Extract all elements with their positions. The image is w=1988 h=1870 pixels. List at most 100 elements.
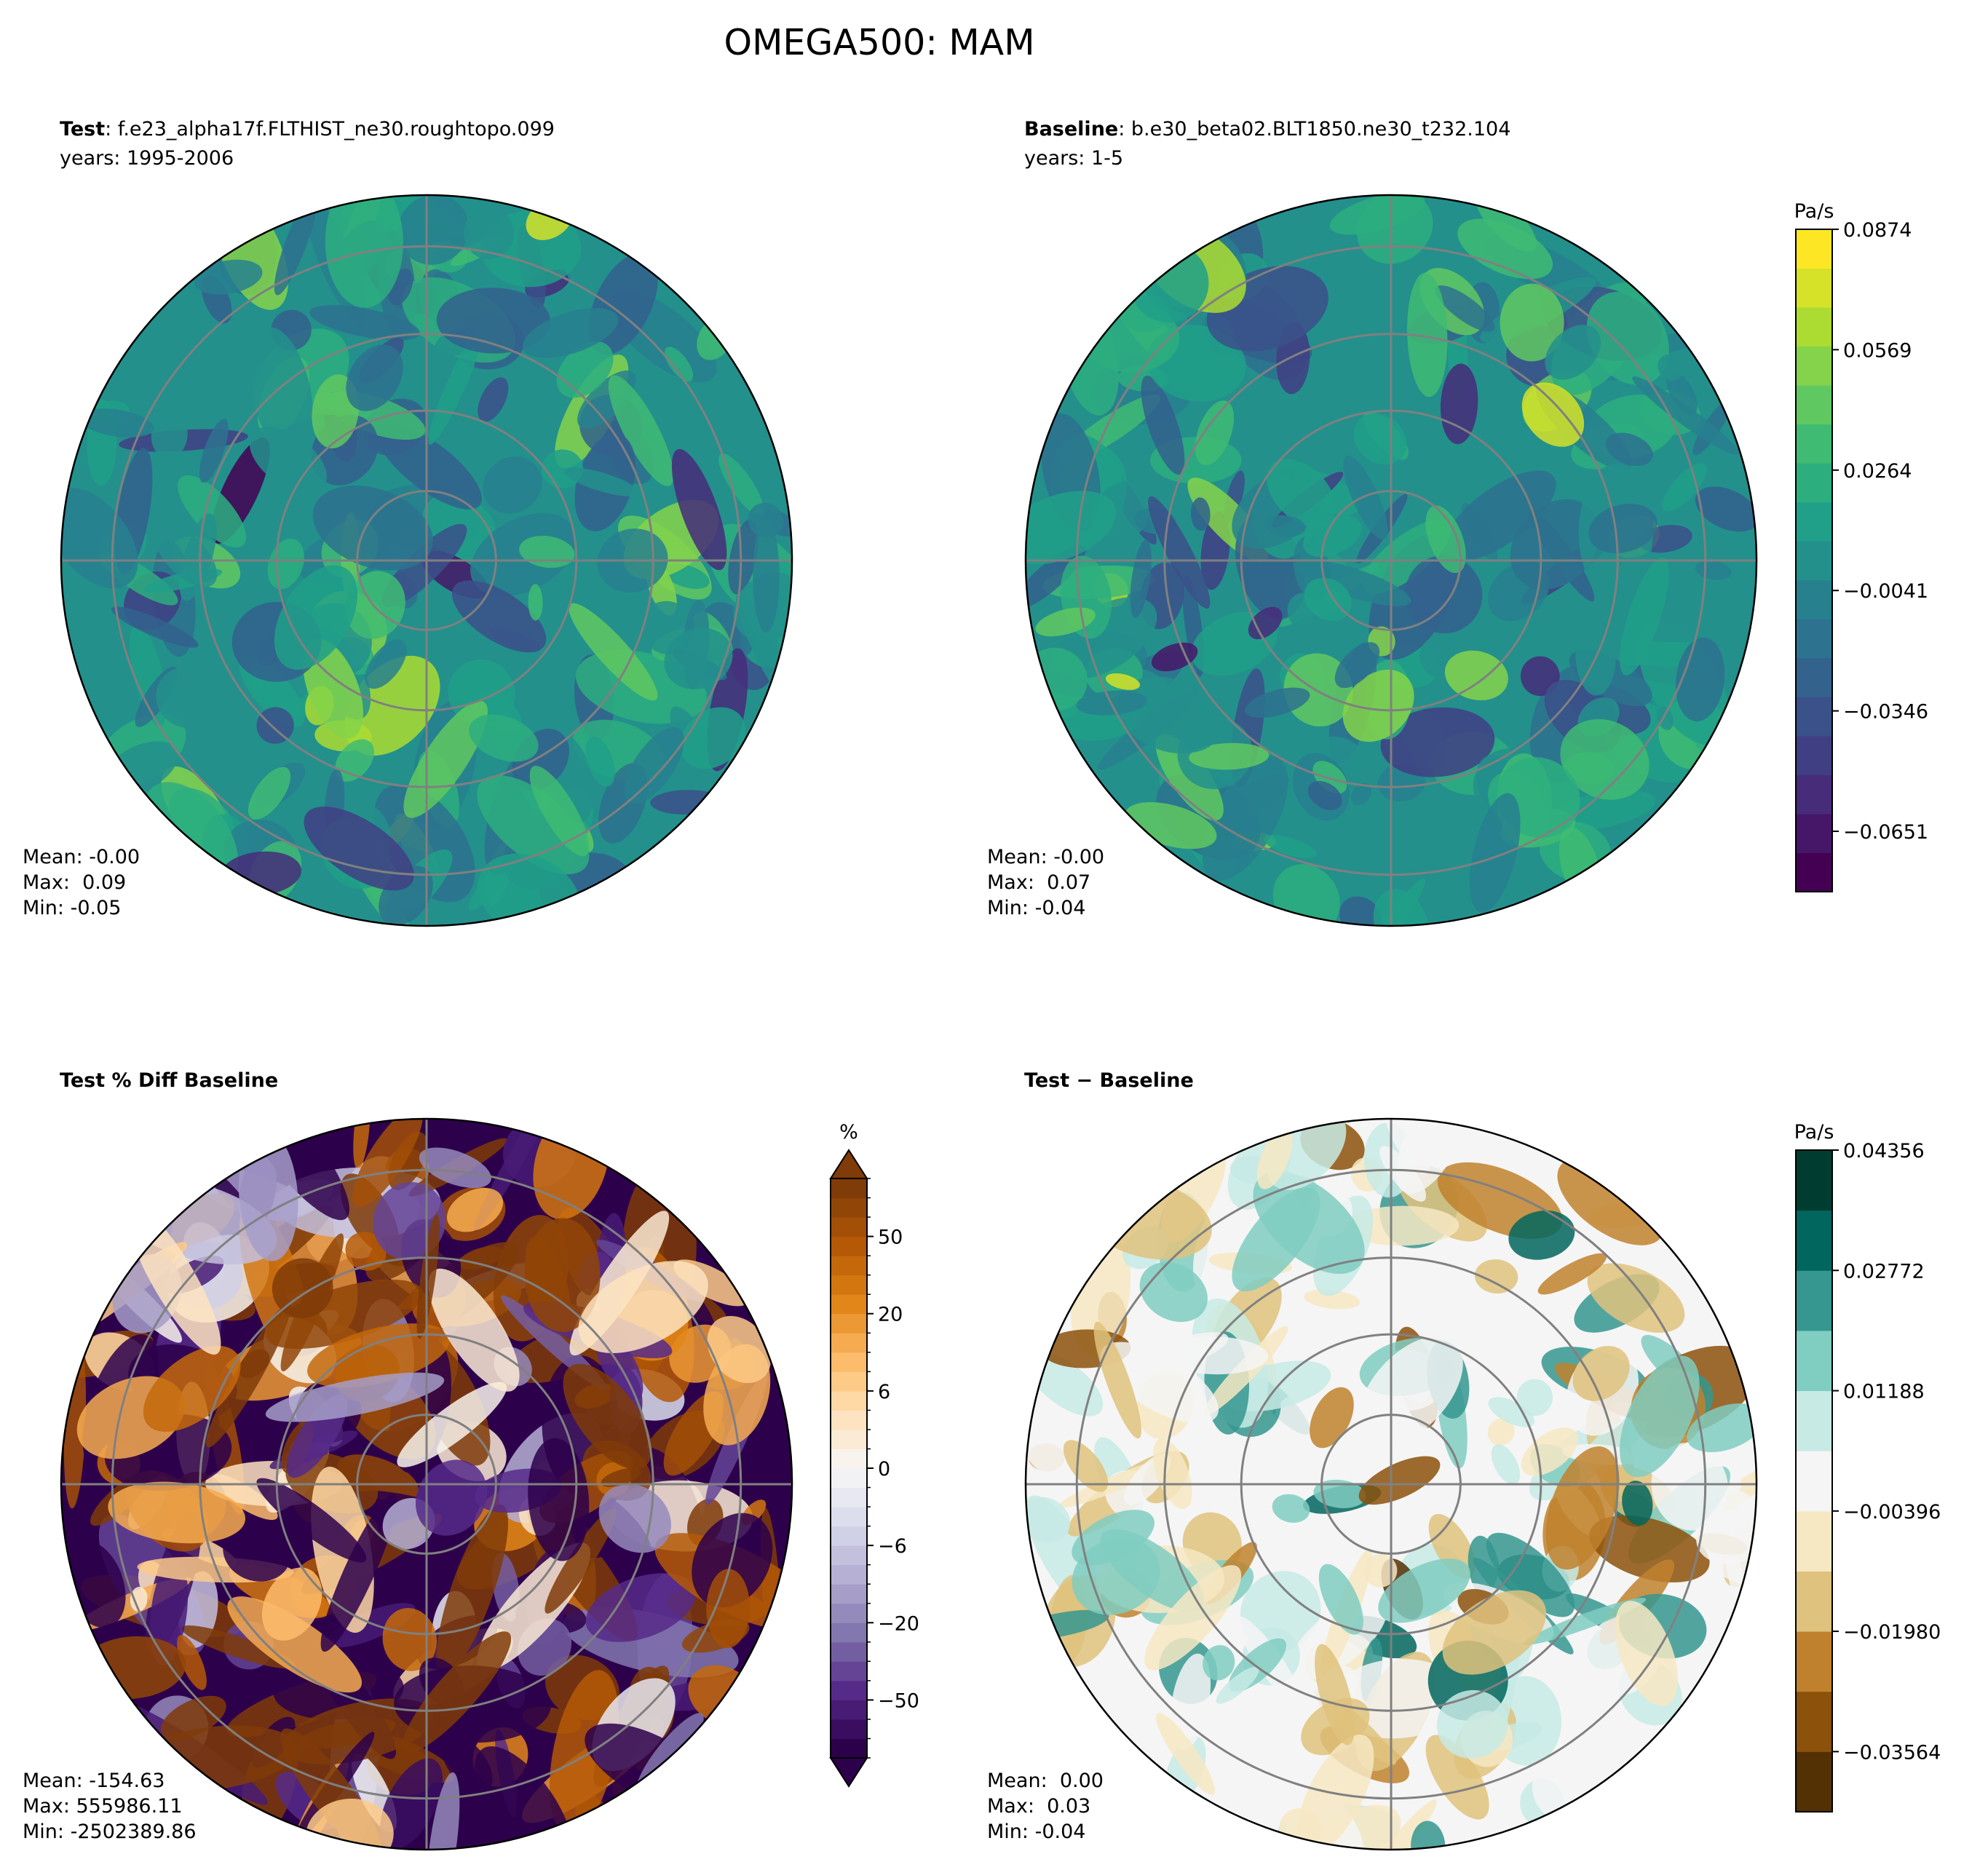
map-contour <box>1474 1259 1518 1294</box>
map-contour <box>111 606 199 648</box>
map-contour <box>1588 503 1658 553</box>
map-contour <box>1486 1532 1575 1617</box>
colorbar-band <box>831 1294 867 1315</box>
colorbar-band <box>1796 463 1832 503</box>
map-contour <box>1202 756 1288 881</box>
map-contour <box>256 707 294 744</box>
map-contour <box>483 456 542 514</box>
colorbar-band <box>831 1507 867 1527</box>
map-contour <box>1469 793 1521 913</box>
map-contour <box>578 1261 708 1353</box>
map-contour <box>1587 1263 1685 1333</box>
stats-line: Max: 0.07 <box>987 871 1090 894</box>
colorbar-label: Pa/s <box>1794 200 1834 223</box>
colorbar-tick-label: −0.0346 <box>1843 701 1928 724</box>
map-contour <box>1468 1304 1506 1354</box>
colorbar-band <box>831 1564 867 1585</box>
map-contour <box>428 325 485 445</box>
map-contour <box>1304 577 1352 621</box>
colorbar-tick-label: 0.04356 <box>1843 1140 1925 1162</box>
map-contour <box>1619 1355 1700 1478</box>
map-contour <box>1440 363 1478 445</box>
panel-subtitle: : f.e23_alpha17f.FLTHIST_ne30.roughtopo.… <box>105 118 555 140</box>
map-contour <box>79 408 154 437</box>
map-contour <box>1545 1446 1620 1570</box>
colorbar-tick-label: −0.0041 <box>1843 580 1928 603</box>
map-contour <box>234 1119 350 1221</box>
map-contour <box>469 714 539 762</box>
map-contour <box>1435 285 1495 332</box>
map-contour <box>1339 896 1382 926</box>
colorbar-band <box>831 1623 867 1643</box>
map-contour <box>1358 1456 1441 1505</box>
colorbar-tick-label: 0.0874 <box>1843 219 1912 242</box>
map-contour <box>1026 1497 1071 1543</box>
colorbar-band <box>831 1661 867 1681</box>
map-contour <box>1521 1427 1579 1476</box>
colorbar-tick-label: 0.0569 <box>1843 339 1912 362</box>
map-contour <box>569 603 658 701</box>
colorbar-tick-label: −0.03564 <box>1843 1741 1941 1764</box>
colorbar-band <box>1796 697 1832 737</box>
map-contour <box>1656 706 1674 730</box>
panel-title: Test % Diff Baseline <box>60 1069 278 1092</box>
map-contour <box>1378 1558 1471 1623</box>
colorbar-band <box>831 1410 867 1430</box>
map-contour <box>1026 1352 1104 1417</box>
stats-line: Min: -0.04 <box>987 1821 1085 1843</box>
map-contour <box>1307 780 1342 810</box>
colorbar-label: Pa/s <box>1794 1121 1834 1144</box>
map-contour <box>1318 1564 1363 1635</box>
map-contour <box>544 1508 617 1614</box>
map-contour <box>160 1695 226 1740</box>
colorbar-band <box>831 1390 867 1411</box>
colorbar-band <box>1796 229 1832 269</box>
colorbar-band <box>831 1487 867 1508</box>
colorbar-tick-label: 6 <box>878 1381 890 1403</box>
map-contour <box>1156 1713 1215 1795</box>
panel-header: Baseline: b.e30_beta02.BLT1850.ne30_t232… <box>1024 118 1510 140</box>
map-contour <box>312 486 433 571</box>
map-contour <box>1523 1598 1647 1645</box>
map-contour <box>585 736 615 787</box>
colorbar-band <box>1796 307 1832 347</box>
map-contour <box>463 206 515 260</box>
map-contour <box>1245 687 1310 718</box>
map-contour <box>1195 400 1235 466</box>
colorbar-band <box>831 1468 867 1489</box>
colorbar-band <box>831 1256 867 1276</box>
map-contour <box>307 1323 450 1388</box>
map-contour <box>402 1631 512 1753</box>
stats-line: Min: -0.04 <box>987 897 1085 919</box>
map-contour <box>1203 1645 1235 1681</box>
map-contour <box>529 766 590 857</box>
colorbar-tick-label: −0.01980 <box>1843 1621 1941 1644</box>
colorbar-band <box>1796 541 1832 581</box>
map-contour <box>199 419 229 483</box>
panel-header: Test − Baseline <box>1024 1069 1194 1092</box>
colorbar-tick-label: 0 <box>878 1458 890 1481</box>
colorbar-band <box>831 1236 867 1256</box>
map-contour <box>1342 670 1414 742</box>
map-contour <box>248 326 314 457</box>
map-contour <box>1695 486 1757 532</box>
map-contour <box>1696 1508 1757 1564</box>
map-contour <box>381 523 467 608</box>
map-contour <box>1572 1346 1630 1401</box>
map-contour <box>274 565 358 670</box>
colorbar-band <box>1796 424 1832 464</box>
panel-years: years: 1-5 <box>1024 147 1123 170</box>
map-contour <box>1510 499 1600 590</box>
figure-title: OMEGA500: MAM <box>724 22 1035 63</box>
panel-years: years: 1995-2006 <box>60 147 234 170</box>
colorbar-band <box>831 1738 867 1759</box>
map-contour <box>1141 376 1185 475</box>
map-contour <box>428 1268 520 1392</box>
map-contour <box>1557 1157 1665 1245</box>
map-contour <box>1170 1653 1211 1751</box>
colorbar-tick-label: −20 <box>878 1612 919 1635</box>
map-contour <box>344 571 405 639</box>
colorbar-band <box>1796 502 1832 542</box>
map-contour <box>1272 1494 1310 1523</box>
map-contour <box>426 1772 460 1850</box>
